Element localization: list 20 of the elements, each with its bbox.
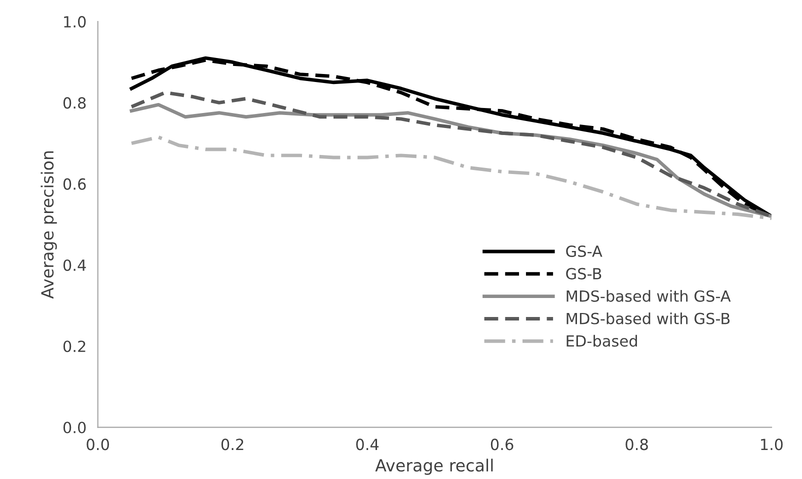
x-axis-title: Average recall [375,458,493,475]
y-tick-label: 1.0 [64,16,86,28]
legend-label: MDS-based with GS-A [566,290,731,302]
legend-label: MDS-based with GS-B [566,312,730,324]
x-tick-label: 0.2 [221,438,244,450]
x-tick-label: 0.6 [490,438,514,450]
legend-label: GS-A [566,245,602,258]
y-tick-label: 0.2 [63,340,86,352]
legend-label: GS-B [566,268,602,280]
y-tick-label: 0.6 [63,178,86,190]
x-tick-label: 0.4 [356,438,379,450]
line-series [130,135,772,220]
y-tick-label: 0.8 [63,97,86,109]
x-tick-label: 1.0 [761,438,783,450]
legend-label: ED-based [566,334,637,347]
y-tick-label: 0.0 [63,422,86,434]
x-tick-label: 0.8 [626,438,648,450]
x-tick-label: 0.0 [86,438,109,450]
y-axis-title: Average precision [40,151,57,299]
y-tick-label: 0.4 [63,259,86,272]
